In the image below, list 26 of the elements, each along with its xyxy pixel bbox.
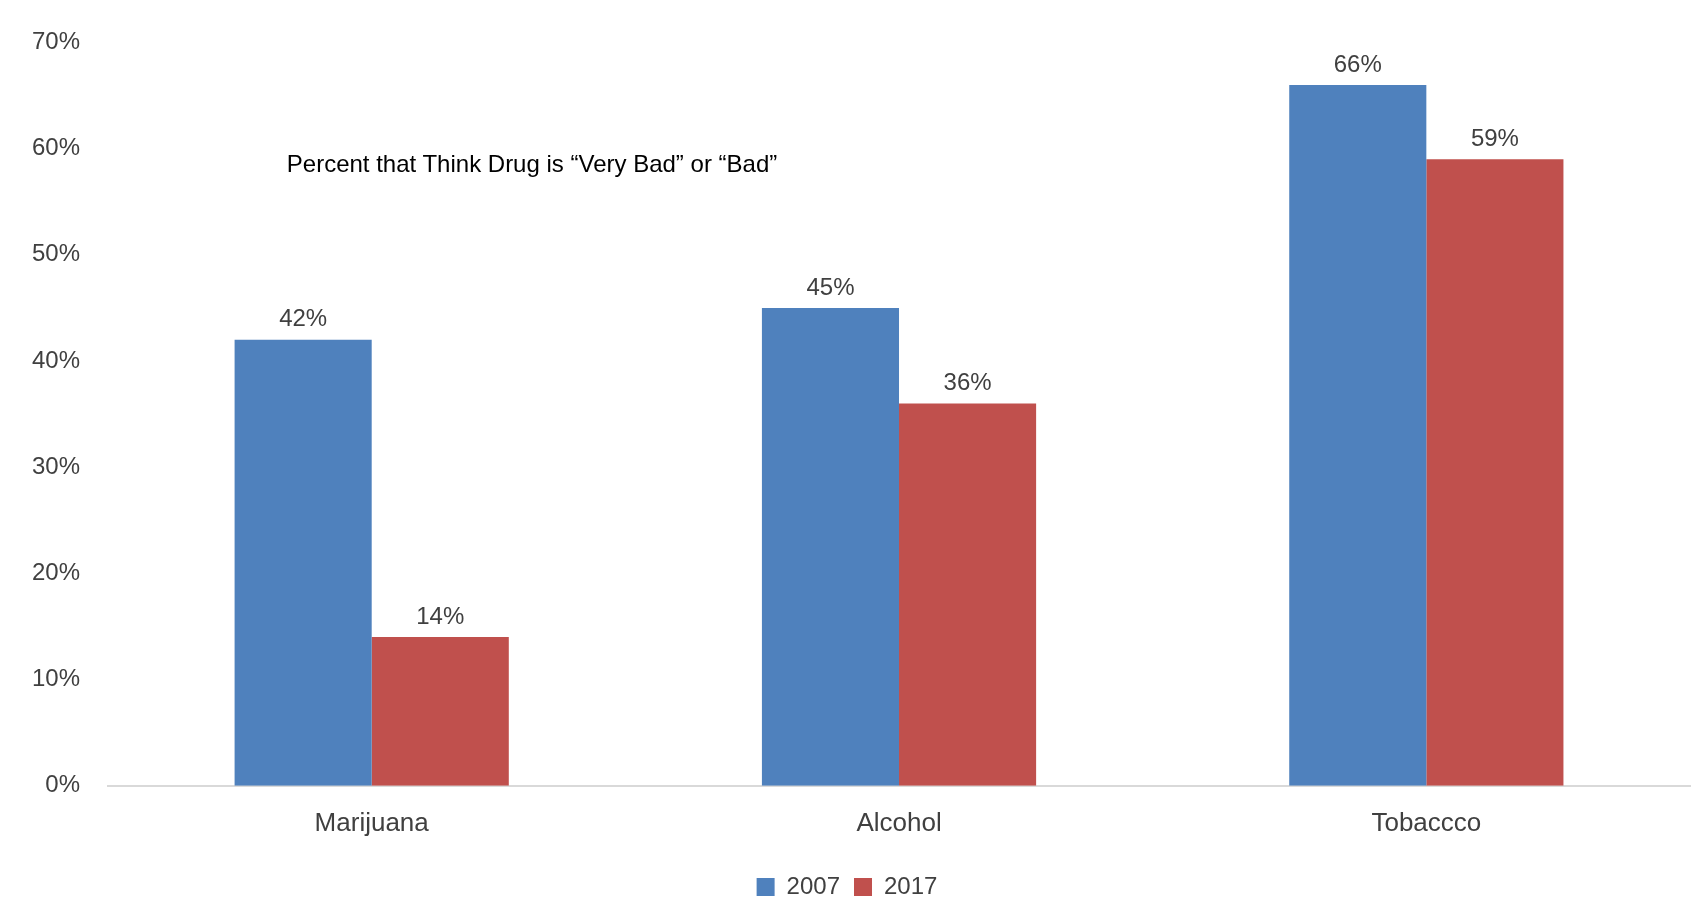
bar bbox=[1289, 84, 1427, 786]
text: Percent that Think Drug is “Very Bad” or “Bad” bbox=[286, 150, 778, 178]
legend-label: 2017 bbox=[884, 871, 938, 899]
y-tick-label: 30% bbox=[31, 451, 81, 479]
y-tick-label: 70% bbox=[31, 27, 81, 55]
y-tick-label: 10% bbox=[31, 664, 81, 692]
legend-label: 2007 bbox=[786, 871, 840, 899]
y-tick-label: 50% bbox=[31, 239, 81, 267]
x-tick-label: Tobaccco bbox=[1371, 806, 1482, 837]
bar bbox=[1426, 159, 1564, 786]
bar bbox=[234, 339, 372, 786]
data-label: 42% bbox=[279, 304, 328, 332]
bar bbox=[371, 637, 509, 786]
data-label: 14% bbox=[416, 601, 465, 629]
bar bbox=[899, 403, 1037, 786]
y-tick-label: 20% bbox=[31, 558, 81, 586]
x-tick-label: Marijuana bbox=[314, 806, 430, 837]
data-label: 66% bbox=[1333, 49, 1382, 77]
y-tick-label: 40% bbox=[31, 345, 81, 373]
bar bbox=[761, 307, 900, 786]
y-tick-label: 0% bbox=[45, 770, 81, 798]
data-label: 45% bbox=[806, 272, 855, 300]
x-tick-label: Alcohol bbox=[856, 806, 942, 837]
data-label: 36% bbox=[943, 368, 992, 396]
y-tick-label: 60% bbox=[31, 133, 81, 161]
data-label: 59% bbox=[1470, 123, 1519, 151]
